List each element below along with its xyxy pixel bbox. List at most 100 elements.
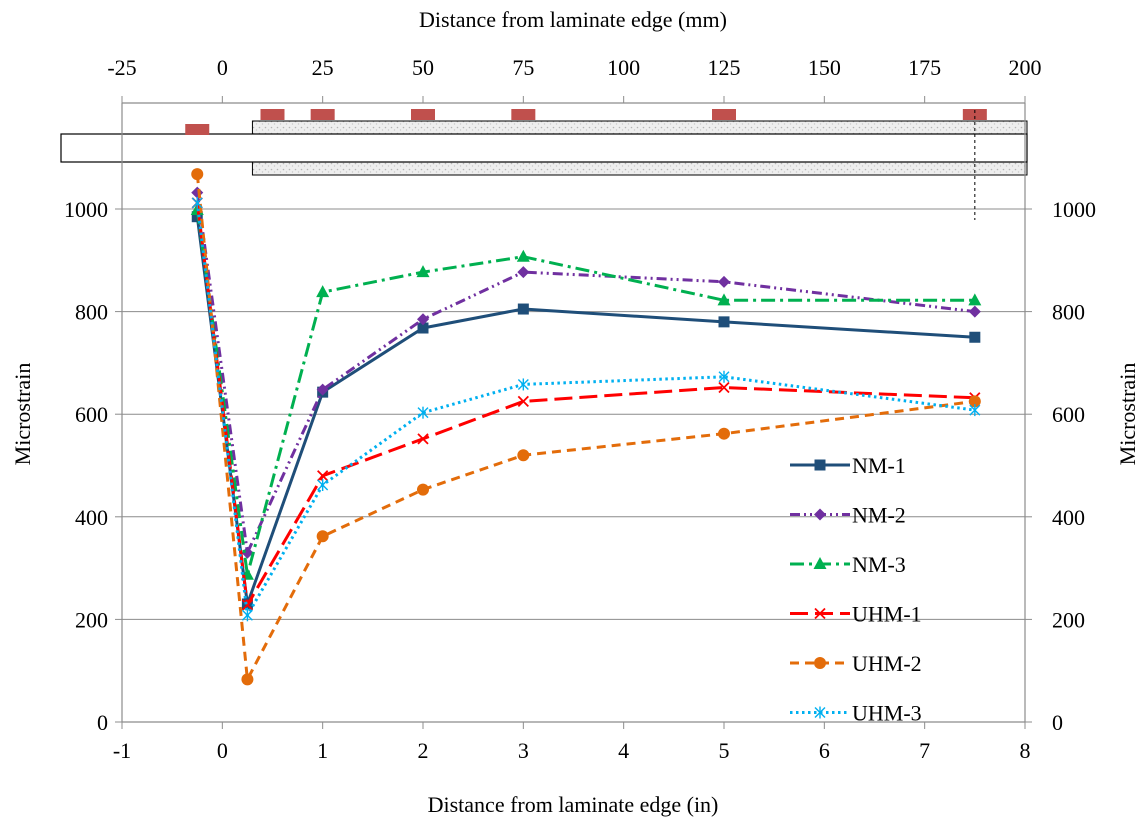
data-point	[317, 478, 329, 491]
data-point	[241, 609, 253, 622]
data-point	[416, 265, 430, 278]
strain-gauge	[310, 109, 335, 120]
legend-label: UHM-1	[852, 602, 922, 627]
legend-marker	[814, 706, 826, 719]
data-point	[517, 449, 530, 462]
x-tick-label: 3	[518, 738, 529, 763]
data-point	[969, 331, 981, 343]
right-y-tick-label: 800	[1052, 300, 1085, 325]
gridlines	[122, 208, 1025, 620]
strain-gauge	[185, 124, 210, 135]
data-point	[718, 316, 730, 328]
x-tick-label: 0	[217, 738, 228, 763]
y-tick-label: 200	[75, 607, 108, 632]
top-x-tick-label: 75	[512, 55, 534, 80]
data-point	[968, 293, 982, 306]
legend-item: NM-3	[790, 552, 906, 577]
legend-marker	[814, 607, 826, 620]
y-tick-label: 600	[75, 402, 108, 427]
legend-label: NM-2	[852, 503, 906, 528]
legend-item: UHM-3	[790, 701, 922, 726]
data-point	[417, 313, 429, 326]
marker-stroke	[317, 470, 329, 482]
data-point	[718, 381, 730, 394]
data-point	[417, 433, 429, 445]
y-tick-label: 400	[75, 505, 108, 530]
series-line	[195, 202, 975, 607]
x-tick-label: 2	[418, 738, 429, 763]
strain-gauge	[962, 109, 987, 120]
right-y-axis-title: Microstrain	[1115, 363, 1140, 466]
series-uhm-2	[191, 168, 981, 686]
legend-marker	[814, 657, 826, 669]
x-tick-label: -1	[113, 738, 131, 763]
bottom-laminate	[251, 161, 1028, 176]
top-x-tick-label: 25	[312, 55, 334, 80]
legend-marker	[814, 508, 826, 521]
right-y-tick-label: 200	[1052, 607, 1085, 632]
series-line	[195, 192, 975, 555]
data-point	[417, 483, 429, 496]
data-point	[516, 249, 530, 262]
top-x-tick-label: 0	[217, 55, 228, 80]
marker-stroke	[517, 395, 529, 408]
y-axis-title: Microstrain	[10, 363, 35, 466]
legend-label: UHM-3	[852, 701, 922, 726]
strain-gauge	[260, 109, 285, 120]
top-x-tick-label: 150	[808, 55, 841, 80]
data-point	[191, 186, 204, 199]
x-tick-label: 1	[317, 738, 328, 763]
data-point	[191, 168, 204, 181]
right-y-tick-label: 600	[1052, 402, 1085, 427]
strain-gauge	[411, 109, 435, 120]
x-tick-label: 6	[819, 738, 830, 763]
y-tick-label: 0	[97, 710, 108, 735]
substrate-plate	[60, 133, 1028, 163]
data-point	[241, 673, 254, 686]
marker-stroke	[417, 433, 429, 445]
data-point	[241, 599, 254, 611]
data-point	[316, 285, 330, 298]
data-point	[717, 293, 731, 306]
y-tick-label: 1000	[64, 197, 108, 222]
top-x-tick-label: 175	[908, 55, 941, 80]
top-x-tick-label: 100	[607, 55, 640, 80]
legend-item: UHM-1	[790, 602, 922, 627]
axes: -1 0 1 2 3 4 5 6 7 8-25 0 25 50 75 100 125 150 175 2000200…	[64, 55, 1096, 763]
legend-label: NM-3	[852, 552, 906, 577]
top-laminate	[251, 120, 1028, 135]
data-point	[517, 378, 529, 391]
x-tick-label: 7	[919, 738, 930, 763]
x-tick-label: 8	[1020, 738, 1031, 763]
top-x-tick-label: 50	[412, 55, 434, 80]
right-y-tick-label: 400	[1052, 505, 1085, 530]
data-point	[718, 370, 730, 383]
data-point	[517, 395, 529, 408]
legend: NM-1 NM-2 NM-3 UHM-1 UHM-2 UHM-3	[790, 453, 922, 726]
x-axis-title: Distance from laminate edge (in)	[428, 792, 719, 817]
marker-stroke	[718, 381, 730, 394]
data-point	[241, 546, 254, 559]
series-nm-2	[191, 186, 981, 559]
x-tick-label: 4	[618, 738, 629, 763]
data-point	[517, 303, 529, 315]
data-point	[417, 406, 429, 419]
legend-item: NM-1	[790, 453, 906, 478]
legend-item: UHM-2	[790, 651, 922, 676]
marker-stroke	[814, 607, 826, 620]
legend-item: NM-2	[790, 503, 906, 528]
legend-marker	[813, 557, 827, 569]
series-uhm-3	[191, 196, 981, 622]
data-point	[191, 196, 203, 209]
data-point	[968, 395, 981, 408]
laminate-schematic	[60, 109, 1028, 220]
data-point	[316, 530, 329, 543]
legend-label: UHM-2	[852, 651, 922, 676]
data-point	[968, 305, 981, 318]
strain-gauge	[511, 109, 536, 120]
y-tick-label: 800	[75, 300, 108, 325]
strain-gauge	[712, 109, 736, 120]
data-point	[517, 266, 530, 279]
marker-stroke	[241, 599, 254, 611]
